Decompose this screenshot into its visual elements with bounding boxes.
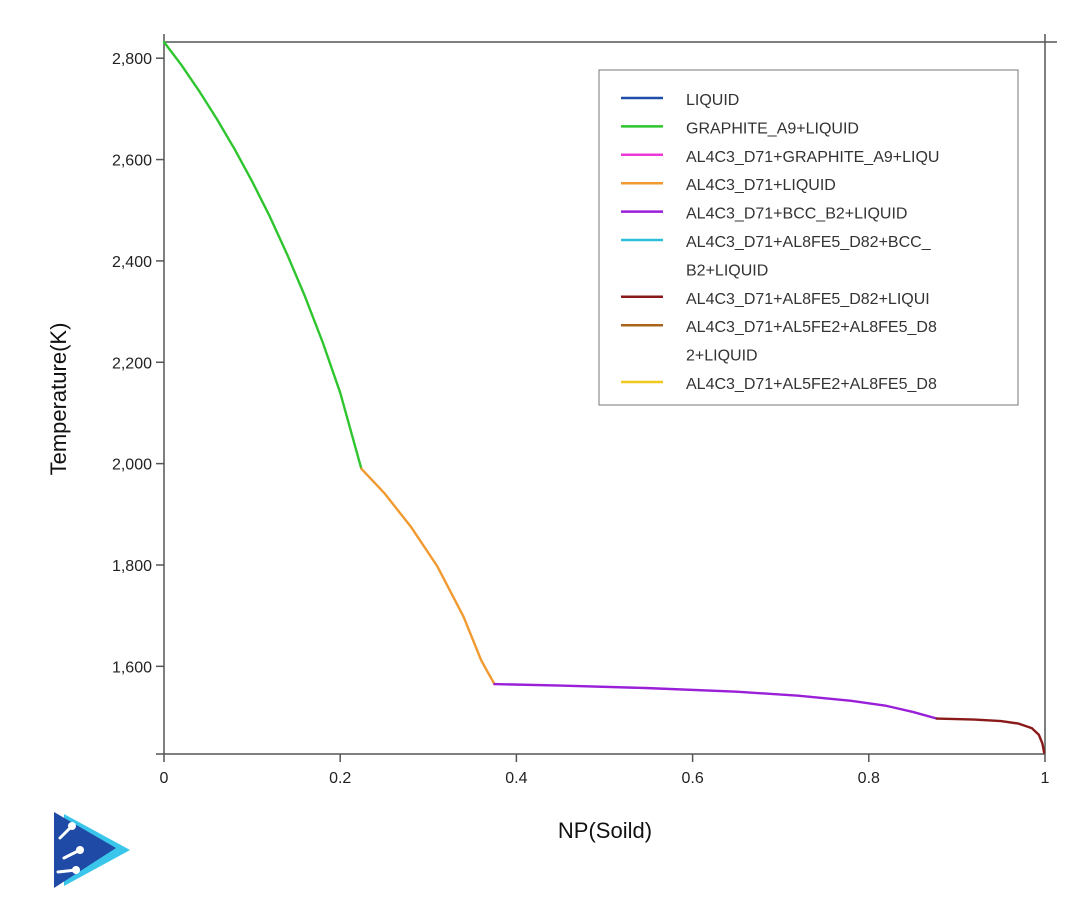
x-tick-label: 0 — [160, 770, 169, 787]
logo-icon — [54, 812, 130, 888]
series-line — [493, 682, 938, 720]
plot-frame — [156, 34, 1057, 755]
y-tick-label: 2,200 — [112, 355, 152, 372]
legend-label: 2+LIQUID — [686, 348, 758, 365]
legend-label: B2+LIQUID — [686, 262, 768, 279]
legend-box — [598, 69, 1019, 406]
series-line — [935, 717, 1046, 754]
circuit-nodes-icon — [68, 822, 84, 874]
y-tick-label: 2,000 — [112, 457, 152, 474]
x-tick-label: 0.2 — [329, 770, 351, 787]
legend-label: AL4C3_D71+LIQUID — [686, 177, 836, 194]
y-tick-label: 1,600 — [112, 659, 152, 676]
legend-label: AL4C3_D71+AL8FE5_D82+BCC_ — [686, 234, 932, 251]
logo-front-shape — [54, 812, 116, 888]
series-line — [360, 467, 496, 686]
legend-label: AL4C3_D71+AL5FE2+AL8FE5_D8 — [686, 319, 937, 336]
legend-label: AL4C3_D71+AL5FE2+AL8FE5_D8 — [686, 376, 937, 393]
series-line — [162, 40, 363, 470]
x-tick-label: 0.6 — [681, 770, 703, 787]
x-tick-label: 0.4 — [505, 770, 527, 787]
x-tick-label: 0.8 — [858, 770, 880, 787]
series-layer — [162, 40, 1046, 754]
y-tick-label: 1,800 — [112, 558, 152, 575]
y-tick-label: 2,800 — [112, 51, 152, 68]
legend: LIQUID GRAPHITE_A9+LIQUID AL4C3_D71+GRAPHI… — [598, 69, 1019, 406]
x-axis-ticks: 0 0.2 0.4 0.6 0.8 1 — [160, 754, 1050, 787]
y-tick-label: 2,600 — [112, 153, 152, 170]
x-axis-title: NP(Soild) — [558, 818, 652, 843]
legend-label: AL4C3_D71+BCC_B2+LIQUID — [686, 206, 907, 223]
legend-label: AL4C3_D71+GRAPHITE_A9+LIQU — [686, 149, 939, 166]
legend-label: LIQUID — [686, 92, 739, 109]
legend-label: AL4C3_D71+AL8FE5_D82+LIQUI — [686, 291, 930, 308]
y-axis-ticks: 1,600 1,800 2,000 2,200 2,400 2,600 2,800 — [112, 51, 164, 676]
x-tick-label: 1 — [1041, 770, 1050, 787]
legend-label: GRAPHITE_A9+LIQUID — [686, 120, 859, 137]
y-tick-label: 2,400 — [112, 254, 152, 271]
y-axis-title: Temperature(K) — [46, 323, 71, 476]
